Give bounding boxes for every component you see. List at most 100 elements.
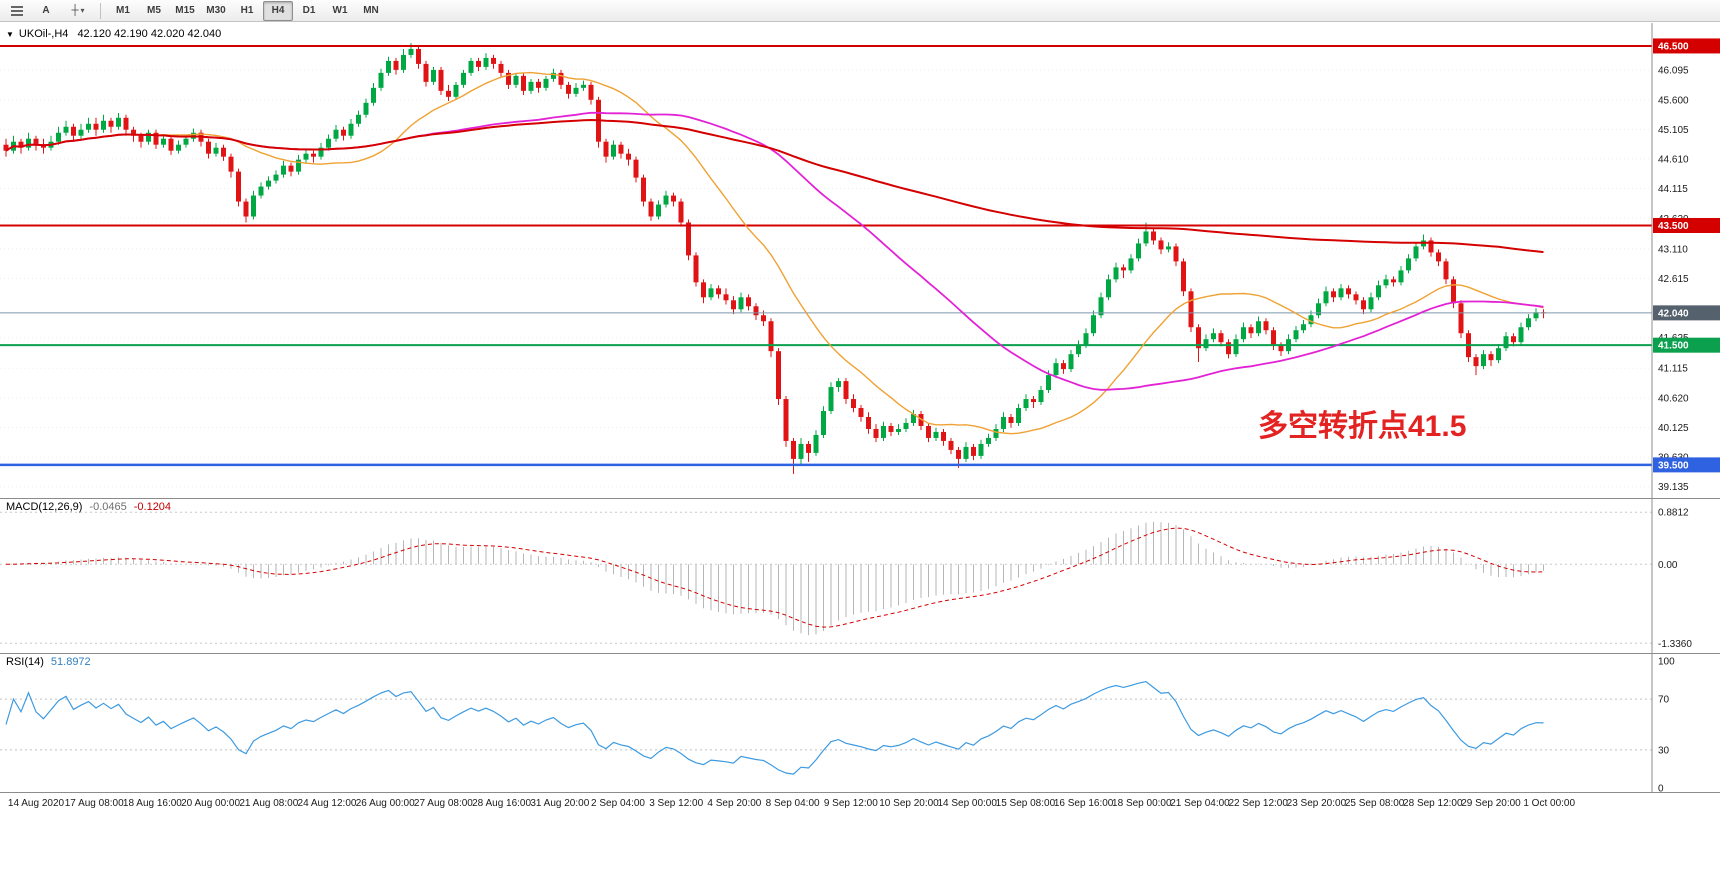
macd-panel[interactable]: 0.8812 0.00 -1.3360 MACD(12,26,9) -0.0465 …	[0, 498, 1720, 653]
svg-text:1 Oct 00:00: 1 Oct 00:00	[1523, 798, 1575, 809]
svg-text:30: 30	[1658, 745, 1670, 756]
macd-value-signal: -0.1204	[133, 501, 172, 513]
rsi-line	[5, 680, 1544, 775]
timeframe-d1-button[interactable]: D1	[302, 5, 316, 16]
chart-title: ▼ UKOil-,H4 42.120 42.190 42.020 42.040	[6, 28, 221, 40]
svg-text:9 Sep 12:00: 9 Sep 12:00	[824, 798, 878, 809]
svg-text:0: 0	[1658, 784, 1664, 793]
rsi-level-lines	[0, 698, 1652, 751]
crosshair-icon: ┼	[71, 5, 79, 16]
svg-text:27 Aug 08:00: 27 Aug 08:00	[414, 798, 473, 809]
price-gridlines	[0, 69, 1652, 488]
svg-text:24 Aug 12:00: 24 Aug 12:00	[298, 798, 357, 809]
time-labels: 14 Aug 2020 17 Aug 08:00 18 Aug 16:00 20 Au…	[8, 798, 1576, 809]
svg-text:42.040: 42.040	[1658, 308, 1689, 319]
timeframe-h4-button[interactable]: H4	[263, 0, 293, 21]
timeframe-m5-button[interactable]: M5	[147, 5, 161, 16]
timeframe-m30-button[interactable]: M30	[206, 5, 226, 16]
svg-text:14 Aug 2020: 14 Aug 2020	[8, 798, 65, 809]
chart-dropdown-icon[interactable]: ▼	[6, 29, 14, 39]
rsi-canvas[interactable]: 100 70 30 0	[0, 653, 1720, 792]
text-tool-button[interactable]: A	[42, 5, 50, 16]
svg-text:28 Sep 12:00: 28 Sep 12:00	[1403, 798, 1463, 809]
svg-text:16 Sep 16:00: 16 Sep 16:00	[1054, 798, 1114, 809]
ma-fast-line	[5, 71, 1544, 435]
timeframe-buttons: M1 M5 M15 M30 H1 H4 D1 W1 MN	[108, 0, 386, 21]
svg-text:21 Sep 04:00: 21 Sep 04:00	[1170, 798, 1230, 809]
rsi-name: RSI(14)	[6, 656, 44, 668]
svg-text:18 Sep 00:00: 18 Sep 00:00	[1112, 798, 1172, 809]
timeframe-m1-button[interactable]: M1	[116, 5, 130, 16]
macd-value-main: -0.0465	[89, 501, 127, 513]
timeframe-mn-button[interactable]: MN	[363, 5, 379, 16]
timeframe-w1-button[interactable]: W1	[332, 5, 348, 16]
horizontal-level-lines[interactable]	[0, 44, 1652, 467]
ma-mid-line	[5, 111, 1544, 391]
svg-text:40.620: 40.620	[1658, 393, 1689, 404]
rsi-axis: 100 70 30 0	[1651, 653, 1675, 793]
crosshair-tool-button[interactable]: ┼ ▾	[63, 1, 93, 21]
price-axis[interactable]: 46.09545.60045.10544.61044.11543.62043.1…	[1651, 23, 1720, 498]
svg-text:0.8812: 0.8812	[1658, 508, 1689, 519]
svg-text:0.00: 0.00	[1658, 560, 1678, 571]
svg-text:45.600: 45.600	[1658, 95, 1689, 106]
svg-text:29 Sep 20:00: 29 Sep 20:00	[1461, 798, 1521, 809]
svg-text:8 Sep 04:00: 8 Sep 04:00	[766, 798, 820, 809]
toolbar-separator	[100, 2, 101, 19]
svg-text:44.610: 44.610	[1658, 155, 1689, 166]
svg-text:10 Sep 20:00: 10 Sep 20:00	[879, 798, 939, 809]
timeframe-m15-button[interactable]: M15	[175, 5, 195, 16]
svg-text:2 Sep 04:00: 2 Sep 04:00	[591, 798, 645, 809]
ohlc-values: 42.120 42.190 42.020 42.040	[77, 28, 222, 40]
svg-text:3 Sep 12:00: 3 Sep 12:00	[649, 798, 703, 809]
ma-slow-line	[5, 118, 1544, 254]
svg-text:4 Sep 20:00: 4 Sep 20:00	[707, 798, 761, 809]
time-axis[interactable]: 14 Aug 2020 17 Aug 08:00 18 Aug 16:00 20 Au…	[0, 792, 1720, 818]
timeframe-h1-button[interactable]: H1	[240, 5, 254, 16]
rsi-label: RSI(14) 51.8972	[6, 656, 91, 668]
svg-text:21 Aug 08:00: 21 Aug 08:00	[239, 798, 298, 809]
svg-text:15 Sep 08:00: 15 Sep 08:00	[996, 798, 1056, 809]
macd-label: MACD(12,26,9) -0.0465 -0.1204	[6, 501, 171, 513]
svg-text:20 Aug 00:00: 20 Aug 00:00	[181, 798, 240, 809]
macd-signal-line	[5, 527, 1544, 628]
svg-text:28 Aug 16:00: 28 Aug 16:00	[472, 798, 531, 809]
svg-text:26 Aug 00:00: 26 Aug 00:00	[356, 798, 415, 809]
chart-annotation[interactable]: 多空转折点41.5	[1258, 410, 1467, 443]
time-axis-canvas[interactable]: 14 Aug 2020 17 Aug 08:00 18 Aug 16:00 20 Au…	[0, 792, 1720, 818]
svg-text:43.110: 43.110	[1658, 244, 1688, 255]
svg-text:25 Sep 08:00: 25 Sep 08:00	[1345, 798, 1405, 809]
svg-text:-1.3360: -1.3360	[1658, 639, 1692, 650]
main-chart-panel[interactable]: 46.09545.60045.10544.61044.11543.62043.1…	[0, 23, 1720, 498]
svg-text:40.125: 40.125	[1658, 423, 1689, 434]
charts-grid-icon[interactable]	[5, 2, 29, 20]
toolbar: A ┼ ▾ M1 M5 M15 M30 H1 H4 D1 W1 MN	[0, 0, 1720, 22]
svg-text:14 Sep 00:00: 14 Sep 00:00	[937, 798, 997, 809]
macd-axis: 0.8812 0.00 -1.3360	[1651, 498, 1692, 653]
svg-text:46.095: 46.095	[1658, 66, 1689, 77]
chevron-down-icon: ▾	[80, 6, 85, 15]
main-chart-canvas[interactable]: 46.09545.60045.10544.61044.11543.62043.1…	[0, 23, 1720, 498]
rsi-panel[interactable]: 100 70 30 0 RSI(14) 51.8972	[0, 653, 1720, 792]
macd-canvas[interactable]: 0.8812 0.00 -1.3360	[0, 498, 1720, 653]
svg-text:41.115: 41.115	[1658, 364, 1688, 375]
symbol-timeframe-label: UKOil-,H4	[18, 28, 69, 40]
svg-text:23 Sep 20:00: 23 Sep 20:00	[1287, 798, 1347, 809]
macd-gridlines	[0, 511, 1652, 644]
candlesticks	[3, 42, 1546, 474]
svg-text:31 Aug 20:00: 31 Aug 20:00	[530, 798, 589, 809]
macd-histogram	[13, 521, 1544, 636]
svg-text:70: 70	[1658, 695, 1670, 706]
svg-text:45.105: 45.105	[1658, 125, 1689, 136]
rsi-value: 51.8972	[50, 656, 91, 668]
macd-name: MACD(12,26,9)	[6, 501, 83, 513]
svg-text:42.615: 42.615	[1658, 274, 1689, 285]
svg-text:39.135: 39.135	[1658, 482, 1689, 493]
svg-text:22 Sep 12:00: 22 Sep 12:00	[1228, 798, 1288, 809]
svg-text:17 Aug 08:00: 17 Aug 08:00	[65, 798, 124, 809]
svg-text:41.500: 41.500	[1658, 341, 1689, 352]
svg-text:100: 100	[1658, 657, 1675, 668]
svg-text:43.500: 43.500	[1658, 221, 1689, 232]
svg-text:39.500: 39.500	[1658, 460, 1689, 471]
